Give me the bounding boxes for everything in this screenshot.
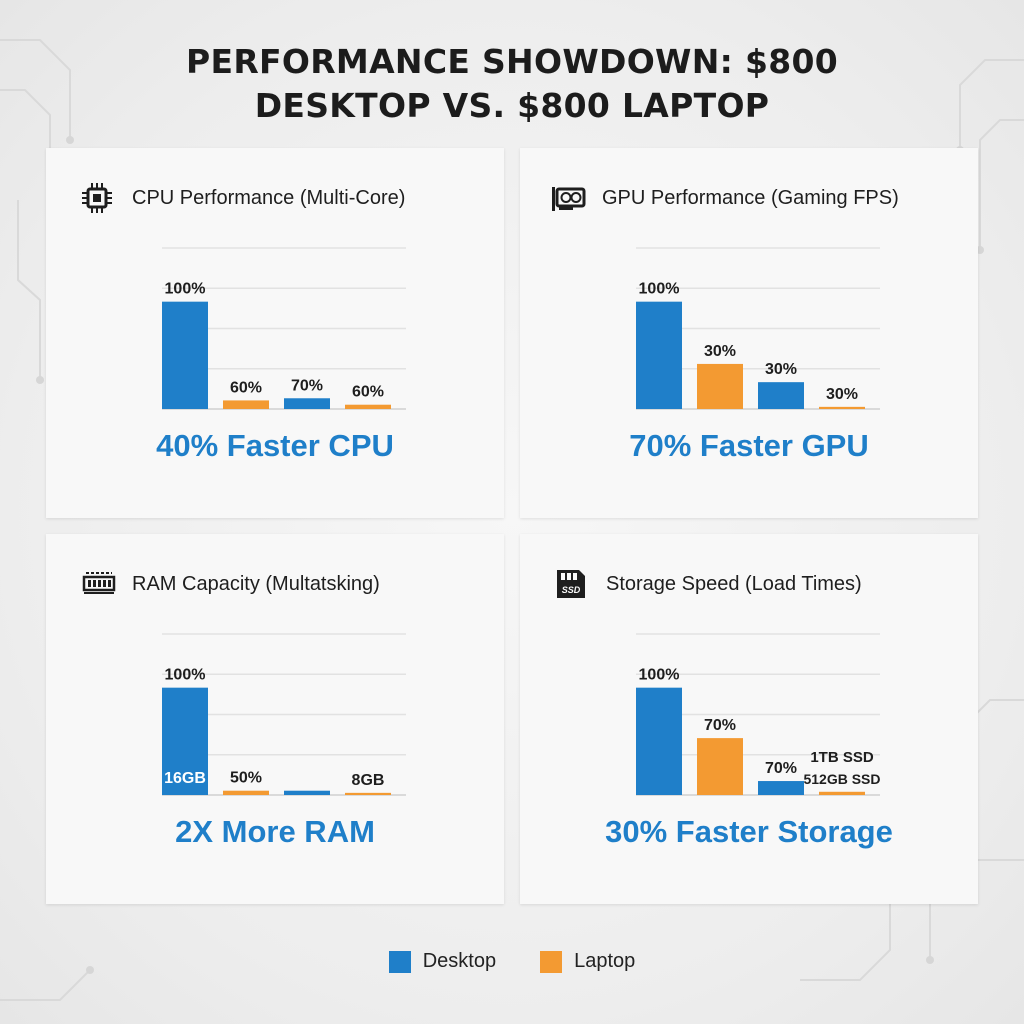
bar-desktop <box>284 398 330 409</box>
gpu-panel-header: GPU Performance (Gaming FPS) <box>548 178 899 218</box>
storage-summary: 30% Faster Storage <box>605 814 893 849</box>
bar-laptop <box>819 406 865 409</box>
legend-item-desktop: Desktop <box>388 950 497 973</box>
bar-value-label: 60% <box>230 379 262 396</box>
bar-value-label: 50% <box>230 770 262 787</box>
bar-laptop <box>223 400 269 409</box>
bar-laptop <box>223 790 269 795</box>
graphics-card-icon <box>552 187 586 211</box>
ram-chart: 100% 16GB 50% 8GB <box>162 633 406 796</box>
ram-panel: 100% 16GB 50% 8GB RAM Capacity (Multatsking… <box>46 534 504 904</box>
storage-panel-title: Storage Speed (Load Times) <box>606 572 862 595</box>
cpu-summary: 40% Faster CPU <box>156 428 394 463</box>
bar-value-label: 60% <box>352 384 384 401</box>
ram-panel-header: RAM Capacity (Multatsking) <box>80 564 380 604</box>
page-title-line-2: DESKTOP VS. $800 LAPTOP <box>254 86 770 125</box>
page-title-line-1: PERFORMANCE SHOWDOWN: $800 <box>185 42 839 81</box>
cpu-panel-title: CPU Performance (Multi-Core) <box>132 186 406 209</box>
gpu-chart: 100% 30% 30% 30% <box>636 247 880 410</box>
cpu-chip-icon <box>82 183 112 213</box>
ram-summary: 2X More RAM <box>175 814 375 849</box>
cpu-panel-header: CPU Performance (Multi-Core) <box>80 178 405 218</box>
bar-laptop <box>345 404 391 409</box>
storage-chart: 100% 70% 70% 512GB SSD 1TB SSD <box>636 633 881 796</box>
legend-label-laptop: Laptop <box>574 950 636 972</box>
bar-inner-label: 16GB <box>164 770 206 787</box>
bar-value-label: 30% <box>704 343 736 360</box>
legend-label-desktop: Desktop <box>422 950 497 972</box>
bar-value-label: 70% <box>765 760 797 777</box>
bar-laptop <box>697 738 743 795</box>
bar-value-label: 100% <box>165 281 206 298</box>
bar-value-label: 100% <box>639 281 680 298</box>
bar-desktop <box>758 382 804 409</box>
svg-text:SSD: SSD <box>562 585 581 595</box>
cpu-panel: 100% 60% 70% 60% CPU Performance (Multi-Cor… <box>46 148 504 518</box>
bar-value-label: 30% <box>826 386 858 403</box>
cpu-chart: 100% 60% 70% 60% <box>162 247 406 410</box>
gpu-panel-title: GPU Performance (Gaming FPS) <box>602 186 899 209</box>
storage-panel-header: SSD Storage Speed (Load Times) <box>554 564 862 604</box>
bar-desktop <box>636 301 682 409</box>
bar-secondary-label: 1TB SSD <box>810 749 874 766</box>
ssd-icon: SSD <box>557 570 585 598</box>
bar-value-label: 100% <box>165 667 206 684</box>
ram-panel-title: RAM Capacity (Multatsking) <box>132 572 380 595</box>
bar-value-label: 70% <box>704 717 736 734</box>
bar-desktop <box>284 790 330 795</box>
bar-desktop <box>162 301 208 409</box>
bar-value-label: 70% <box>291 377 323 394</box>
bar-value-label: 100% <box>639 667 680 684</box>
bar-value-label: 8GB <box>352 772 385 789</box>
legend-swatch-laptop <box>540 950 563 973</box>
ram-module-icon <box>82 572 116 594</box>
bar-desktop <box>758 781 804 795</box>
bar-desktop <box>636 687 682 795</box>
storage-panel: 100% 70% 70% 512GB SSD 1TB SSD SSD Storage S… <box>520 534 978 904</box>
page-title: PERFORMANCE SHOWDOWN: $800 DESKTOP VS. $… <box>112 40 912 128</box>
bar-desktop <box>162 687 208 795</box>
bar-value-label: 30% <box>765 361 797 378</box>
legend: Desktop Laptop <box>0 950 1024 973</box>
bar-laptop <box>345 792 391 795</box>
bar-laptop <box>819 791 865 795</box>
legend-swatch-desktop <box>388 950 411 973</box>
legend-item-laptop: Laptop <box>540 950 635 973</box>
bar-value-label: 512GB SSD <box>803 771 880 787</box>
gpu-panel: 100% 30% 30% 30% GPU Performance (Gaming FP… <box>520 148 978 518</box>
bar-laptop <box>697 363 743 409</box>
gpu-summary: 70% Faster GPU <box>629 428 869 463</box>
